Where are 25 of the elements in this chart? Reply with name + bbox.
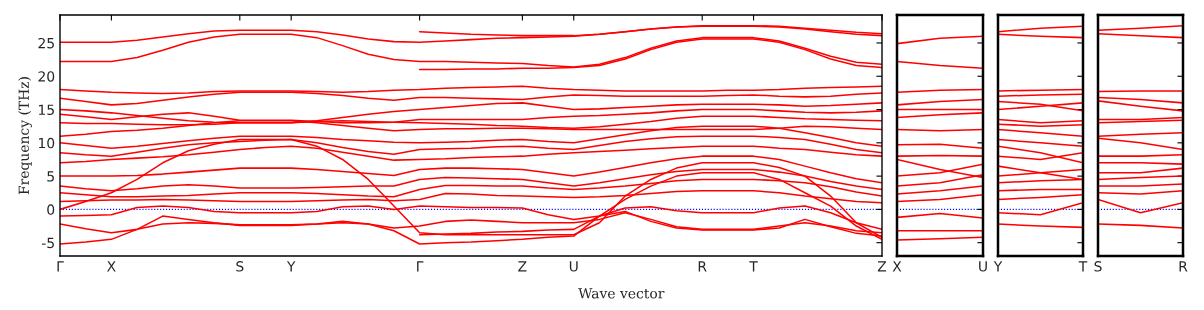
y-tick-label: 15 — [38, 104, 54, 116]
x-tick-label: X — [107, 261, 116, 272]
x-tick-label: S — [1094, 261, 1102, 272]
x-tick-label: R — [698, 261, 707, 272]
y-tick-label: -5 — [41, 237, 54, 249]
x-tick-label: Z — [518, 261, 527, 272]
x-tick-label: U — [979, 261, 987, 272]
x-axis-title: Wave vector — [578, 288, 665, 299]
x-tick-label: Y — [286, 261, 296, 272]
x-tick-label: R — [1179, 261, 1188, 272]
y-tick-label: 5 — [47, 171, 54, 182]
x-tick-label: U — [569, 261, 578, 272]
y-tick-label: 20 — [38, 71, 55, 82]
y-tick-label: 0 — [47, 204, 55, 215]
x-tick-label: S — [236, 261, 244, 272]
y-tick-label: 10 — [38, 137, 55, 149]
x-tick-label: Γ — [417, 261, 424, 272]
y-axis-title: Frequency (THz) — [18, 77, 32, 195]
x-tick-label: T — [749, 261, 758, 272]
x-tick-label: Z — [877, 261, 887, 272]
x-tick-label: Γ — [57, 261, 64, 272]
x-tick-label: Y — [993, 261, 1003, 272]
y-tick-label: 25 — [38, 37, 54, 49]
x-tick-label: T — [1078, 261, 1088, 272]
x-tick-label: X — [892, 261, 902, 272]
